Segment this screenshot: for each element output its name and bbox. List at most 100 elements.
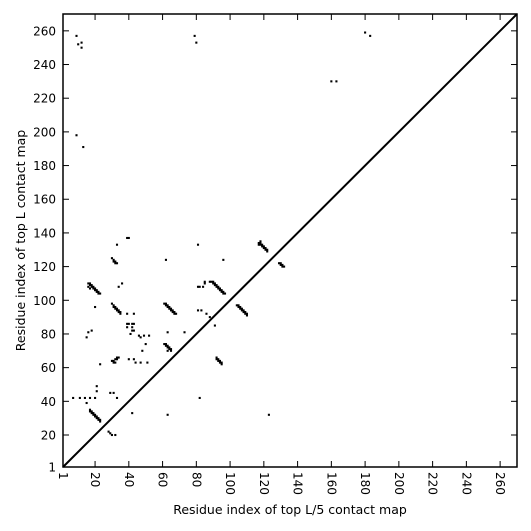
x-tick-label: 120 [257, 472, 271, 495]
x-axis-label: Residue index of top L/5 contact map [173, 502, 407, 517]
contact-point-lower [131, 322, 134, 325]
contact-point-lower [164, 302, 167, 305]
x-tick-label: 160 [324, 472, 338, 495]
y-tick-label: 1 [48, 461, 56, 475]
contact-point-lower [131, 329, 134, 332]
contact-point-upper [212, 282, 215, 285]
contact-point-lower [144, 343, 147, 346]
x-axis-ticks: 1 20 40 60 80 100 120 140 160 180 200 220 240 260 [56, 14, 507, 495]
contact-point-upper [222, 292, 225, 295]
contact-point-lower [99, 420, 102, 423]
contact-point-lower [97, 418, 100, 421]
x-tick-label: 60 [156, 472, 170, 487]
contact-point-lower [112, 359, 115, 362]
contact-point-lower [240, 307, 243, 310]
contact-point-upper [208, 316, 211, 319]
contact-point-upper [262, 245, 265, 248]
contact-point-lower [90, 410, 93, 413]
contact-point-lower [127, 322, 130, 325]
contact-point-lower [109, 391, 112, 394]
x-tick-label: 200 [392, 472, 406, 495]
contact-point-lower [110, 359, 113, 362]
contact-point-lower [166, 346, 169, 349]
contact-point-lower [92, 412, 95, 415]
contact-point-lower [142, 334, 146, 337]
contact-point-lower [220, 361, 223, 364]
contact-point-lower [115, 243, 119, 246]
contact-point-lower [97, 417, 100, 420]
contact-point-lower [85, 336, 88, 339]
contact-point-lower [114, 305, 117, 309]
contact-point-upper [200, 309, 203, 312]
y-axis-label: Residue index of top L contact map [13, 130, 28, 351]
y-tick-label: 200 [33, 125, 56, 139]
contact-point-lower [87, 331, 90, 334]
contact-point-upper [208, 280, 211, 283]
contact-point-upper [213, 282, 216, 285]
contact-point-lower [173, 311, 176, 314]
contact-point-upper [217, 287, 220, 290]
contact-point-lower [115, 307, 119, 310]
contact-point-lower [166, 331, 169, 334]
diagonal-line [62, 13, 518, 468]
y-tick-label: 120 [33, 260, 56, 274]
contact-point-lower [134, 361, 137, 364]
y-tick-label: 80 [41, 327, 56, 341]
contact-point-lower [115, 262, 119, 265]
contact-point-lower [88, 396, 92, 399]
contact-point-lower [213, 324, 216, 327]
x-tick-label: 1 [56, 472, 70, 480]
x-tick-label: 180 [358, 472, 372, 495]
contact-point-lower [114, 260, 117, 263]
contact-point-upper [266, 250, 269, 253]
contact-point-upper [279, 262, 282, 265]
contact-point-lower [88, 282, 92, 285]
contact-point-upper [210, 280, 213, 283]
contact-point-lower [245, 312, 249, 315]
contact-point-lower [83, 396, 86, 399]
contact-point-lower [94, 413, 97, 416]
contact-point-lower [131, 326, 134, 329]
contact-point-lower [95, 417, 98, 420]
plot-frame [62, 13, 518, 468]
contact-point-lower [94, 289, 97, 292]
contact-point-lower [112, 361, 115, 364]
contact-point-lower [80, 46, 83, 49]
contact-point-lower [110, 257, 113, 260]
contact-point-upper [266, 248, 269, 251]
contact-point-lower [88, 287, 92, 290]
contact-point-lower [169, 309, 173, 312]
contact-point-lower [218, 361, 222, 364]
contact-point-lower [169, 307, 173, 310]
contact-point-lower [126, 326, 129, 329]
contact-point-lower [126, 236, 129, 240]
contact-point-lower [198, 396, 201, 399]
contact-point-lower [95, 385, 98, 388]
contact-point-lower [168, 307, 171, 310]
contact-point-lower [164, 343, 167, 346]
x-tick-label: 80 [189, 472, 203, 487]
contact-point-upper [193, 34, 196, 37]
contact-point-lower [94, 415, 97, 418]
y-tick-label: 240 [33, 58, 56, 72]
contact-point-lower [137, 334, 140, 337]
contact-point-lower [97, 290, 100, 293]
contact-point-upper [369, 34, 372, 37]
contact-point-lower [126, 312, 129, 315]
contact-point-lower [94, 396, 97, 399]
contact-point-upper [195, 41, 198, 44]
contact-point-lower [95, 289, 98, 292]
contact-point-upper [212, 280, 215, 283]
x-tick-label: 220 [426, 472, 440, 495]
contact-point-lower [107, 430, 110, 433]
contact-point-lower [87, 285, 90, 288]
contact-point-upper [277, 262, 281, 265]
contact-point-lower [244, 311, 247, 314]
contact-point-lower [237, 305, 240, 309]
contact-point-lower [80, 41, 83, 44]
x-tick-label: 140 [291, 472, 305, 495]
contact-point-lower [235, 304, 238, 307]
contact-point-lower [117, 309, 120, 312]
contact-point-lower [171, 311, 174, 314]
